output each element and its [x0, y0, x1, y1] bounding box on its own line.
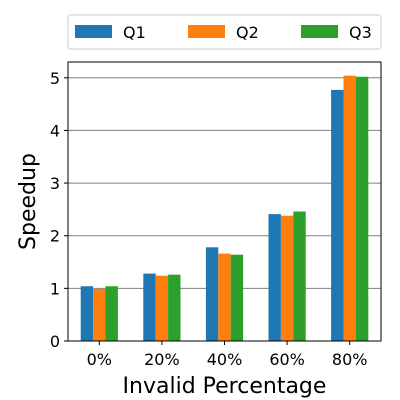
x-tick-label: 80% — [332, 350, 368, 369]
y-tick-label: 1 — [50, 279, 60, 298]
y-tick-label: 3 — [50, 174, 60, 193]
legend-label-q2: Q2 — [236, 23, 259, 42]
x-tick-label: 40% — [207, 350, 243, 369]
x-tick-label: 60% — [269, 350, 305, 369]
y-tick-label: 4 — [50, 121, 60, 140]
grid-lines — [68, 77, 381, 289]
y-axis-ticks: 0 1 2 3 4 5 — [50, 69, 68, 351]
y-tick-label: 5 — [50, 69, 60, 88]
bar-q1-4 — [331, 89, 344, 342]
bar-q3-3 — [293, 211, 306, 341]
legend-label-q1: Q1 — [123, 23, 146, 42]
bar-q3-0 — [105, 286, 118, 341]
bar-q2-1 — [155, 275, 169, 341]
legend-swatch-q3 — [301, 25, 338, 38]
bar-q1-2 — [205, 247, 219, 341]
legend-swatch-q1 — [75, 25, 112, 38]
x-tick-label: 20% — [144, 350, 180, 369]
y-axis-label: Speedup — [16, 153, 41, 250]
bar-q1-1 — [143, 273, 156, 341]
bars — [80, 75, 369, 342]
bar-q1-0 — [80, 286, 94, 341]
bar-q2-2 — [218, 253, 231, 341]
x-axis-ticks: 0% 20% 40% 60% 80% — [87, 341, 368, 369]
x-axis-label: Invalid Percentage — [123, 374, 327, 399]
bar-q2-3 — [280, 215, 294, 341]
legend-swatch-q2 — [188, 25, 225, 38]
y-tick-label: 0 — [50, 332, 60, 351]
bar-q3-1 — [168, 274, 181, 341]
x-tick-label: 0% — [87, 350, 112, 369]
y-tick-label: 2 — [50, 227, 60, 246]
bar-q2-4 — [343, 75, 356, 341]
bar-q3-4 — [355, 76, 369, 341]
bar-q2-0 — [93, 288, 106, 341]
legend: Q1 Q2 Q3 — [67, 14, 382, 50]
bar-q3-2 — [230, 254, 244, 341]
legend-label-q3: Q3 — [349, 23, 372, 42]
bar-q1-3 — [268, 214, 281, 341]
